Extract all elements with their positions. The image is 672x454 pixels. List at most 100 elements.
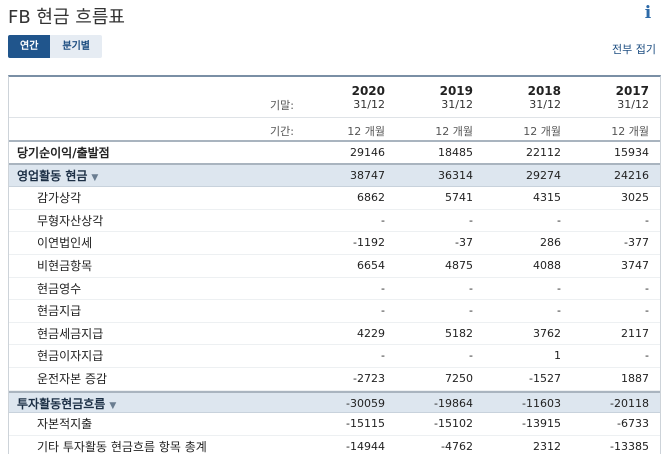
row-label: 무형자산상각: [37, 213, 104, 228]
table-row: 감가상각 6862 5741 4315 3025: [9, 187, 660, 210]
page-title: FB 현금 흐름표: [8, 7, 125, 28]
section-label: 영업활동 현금: [17, 168, 88, 183]
table-row: 자본적지출 -15115 -15102 -13915 -6733: [9, 413, 660, 436]
row-value: 36314: [438, 168, 473, 182]
period-tabs: 연간 분기별: [8, 35, 103, 58]
row-value: 3747: [621, 258, 649, 272]
row-label: 비현금항목: [37, 258, 93, 273]
table-row-net-income: 당기순이익/출발점 29146 18485 22112 15934: [9, 142, 660, 165]
row-label: 영업활동 현금 ▼: [17, 165, 98, 189]
table-row-operating-section[interactable]: 영업활동 현금 ▼ 38747 36314 29274 24216: [9, 164, 660, 189]
row-label: 기타 투자활동 현금흐름 항목 총계: [37, 439, 207, 454]
row-value: -15102: [434, 417, 473, 431]
row-value: 6862: [357, 191, 385, 205]
row-label: 투자활동현금흐름 ▼: [17, 393, 116, 417]
table-row: 비현금항목 6654 4875 4088 3747: [9, 255, 660, 278]
row-value: 1887: [621, 371, 649, 385]
row-value: -: [469, 349, 473, 363]
column-date: 31/12: [441, 98, 473, 111]
row-value: 1: [554, 349, 561, 363]
row-value: -1192: [353, 236, 385, 250]
row-value: -: [557, 304, 561, 318]
row-value: -6733: [617, 417, 649, 431]
table-row: 무형자산상각 - - - -: [9, 210, 660, 233]
table-row: 현금영수 - - - -: [9, 278, 660, 301]
row-value: -: [381, 281, 385, 295]
column-date: 31/12: [529, 98, 561, 111]
column-period: 12 개월: [435, 125, 473, 138]
column-period: 12 개월: [347, 125, 385, 138]
header-period-length-row: 기간: 12 개월 12 개월 12 개월 12 개월: [9, 118, 660, 142]
row-value: -15115: [346, 417, 385, 431]
row-value: -: [645, 349, 649, 363]
row-value: -37: [455, 236, 473, 250]
table-row: 현금세금지급 4229 5182 3762 2117: [9, 323, 660, 346]
period-end-label: 기말:: [270, 99, 294, 112]
column-year: 2019: [439, 84, 473, 98]
column-year: 2020: [351, 84, 385, 98]
period-length-label: 기간:: [270, 125, 294, 138]
row-label: 현금지급: [37, 304, 82, 319]
row-value: -11603: [522, 396, 561, 410]
tab-quarterly[interactable]: 분기별: [50, 35, 103, 58]
row-value: -13385: [610, 439, 649, 453]
row-value: 286: [540, 236, 561, 250]
chevron-down-icon[interactable]: ▼: [91, 172, 99, 183]
row-label: 이연법인세: [37, 236, 93, 251]
row-label: 현금영수: [37, 281, 82, 296]
row-value: -: [381, 304, 385, 318]
table-row: 이연법인세 -1192 -37 286 -377: [9, 232, 660, 255]
chevron-down-icon[interactable]: ▼: [109, 400, 117, 411]
table-row: 기타 투자활동 현금흐름 항목 총계 -14944 -4762 2312 -13…: [9, 436, 660, 454]
table-row: 현금이자지급 - - 1 -: [9, 345, 660, 368]
row-value: -: [381, 213, 385, 227]
row-value: -14944: [346, 439, 385, 453]
row-value: 4315: [533, 191, 561, 205]
row-value: 38747: [350, 168, 385, 182]
row-label: 감가상각: [37, 191, 82, 206]
cash-flow-table: 기말: 2020 31/12 2019 31/12 2018 31/12 201…: [8, 75, 661, 454]
row-value: -: [469, 304, 473, 318]
column-period: 12 개월: [523, 125, 561, 138]
row-value: -: [557, 281, 561, 295]
row-value: 29146: [350, 146, 385, 159]
row-value: 4088: [533, 258, 561, 272]
row-value: 2117: [621, 326, 649, 340]
row-value: 3025: [621, 191, 649, 205]
row-value: -: [645, 304, 649, 318]
row-value: -30059: [346, 396, 385, 410]
table-row-investing-section[interactable]: 투자활동현금흐름 ▼ -30059 -19864 -11603 -20118: [9, 390, 660, 417]
row-value: -2723: [353, 371, 385, 385]
row-label: 자본적지출: [37, 417, 93, 432]
row-value: 29274: [526, 168, 561, 182]
row-value: 5741: [445, 191, 473, 205]
row-value: 4229: [357, 326, 385, 340]
row-label: 현금세금지급: [37, 326, 104, 341]
tab-annual[interactable]: 연간: [8, 35, 51, 58]
row-value: 15934: [614, 146, 649, 159]
row-value: -: [469, 281, 473, 295]
column-year: 2018: [527, 84, 561, 98]
row-value: 18485: [438, 146, 473, 159]
row-value: -: [645, 213, 649, 227]
collapse-all-link[interactable]: 전부 접기: [612, 43, 656, 56]
info-icon[interactable]: i: [644, 3, 652, 23]
column-date: 31/12: [353, 98, 385, 111]
row-value: -20118: [610, 396, 649, 410]
row-label: 운전자본 증감: [37, 371, 108, 386]
section-label: 투자활동현금흐름: [17, 396, 106, 411]
row-value: 2312: [533, 439, 561, 453]
column-year: 2017: [615, 84, 649, 98]
row-value: -: [381, 349, 385, 363]
table-row: 운전자본 증감 -2723 7250 -1527 1887: [9, 368, 660, 391]
row-value: 7250: [445, 371, 473, 385]
column-date: 31/12: [617, 98, 649, 111]
row-value: -: [469, 213, 473, 227]
row-value: -13915: [522, 417, 561, 431]
row-label: 현금이자지급: [37, 349, 104, 364]
row-value: 3762: [533, 326, 561, 340]
row-value: 24216: [614, 168, 649, 182]
row-value: -19864: [434, 396, 473, 410]
row-value: -: [645, 281, 649, 295]
row-value: -1527: [529, 371, 561, 385]
